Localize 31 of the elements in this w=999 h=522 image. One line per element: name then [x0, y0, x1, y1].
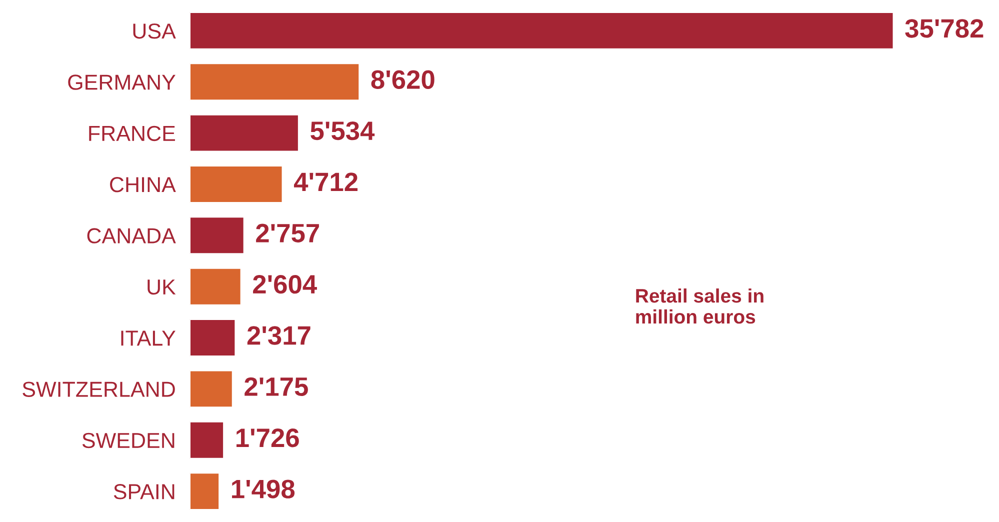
bar	[190, 165, 284, 204]
bar	[190, 267, 242, 306]
data-label: 2'175	[244, 377, 308, 396]
data-label: 1'726	[236, 428, 299, 448]
y-tick-label: UK	[148, 280, 176, 295]
bar	[190, 421, 224, 460]
y-tick-label: CANADA	[87, 228, 176, 244]
data-label: 1'498	[232, 480, 295, 498]
y-tick-label: GERMANY	[68, 74, 176, 90]
bar	[190, 318, 236, 357]
y-tick-label: ITALY	[121, 330, 176, 346]
data-label: 5'534	[310, 121, 375, 140]
data-label: 2'317	[247, 326, 310, 345]
data-label: 2'604	[253, 274, 317, 294]
data-label: 8'620	[371, 70, 434, 89]
y-tick-label: SWITZERLAND	[22, 382, 175, 397]
bar	[190, 370, 234, 408]
data-label: 2'757	[256, 224, 319, 242]
y-tick-label: SWEDEN	[82, 432, 174, 448]
y-tick-label: SPAIN	[114, 484, 174, 500]
y-tick-label: CHINA	[110, 177, 176, 192]
y-tick-label: USA	[133, 23, 176, 39]
data-label: 4'712	[294, 172, 358, 192]
bar	[190, 216, 245, 255]
bar	[190, 472, 220, 510]
y-tick-label: FRANCE	[89, 126, 175, 142]
data-label: 35'782	[905, 19, 984, 38]
bar	[190, 62, 360, 101]
bar	[190, 12, 894, 50]
bar	[190, 114, 300, 152]
annotation: Retail sales in million euros	[636, 288, 764, 324]
